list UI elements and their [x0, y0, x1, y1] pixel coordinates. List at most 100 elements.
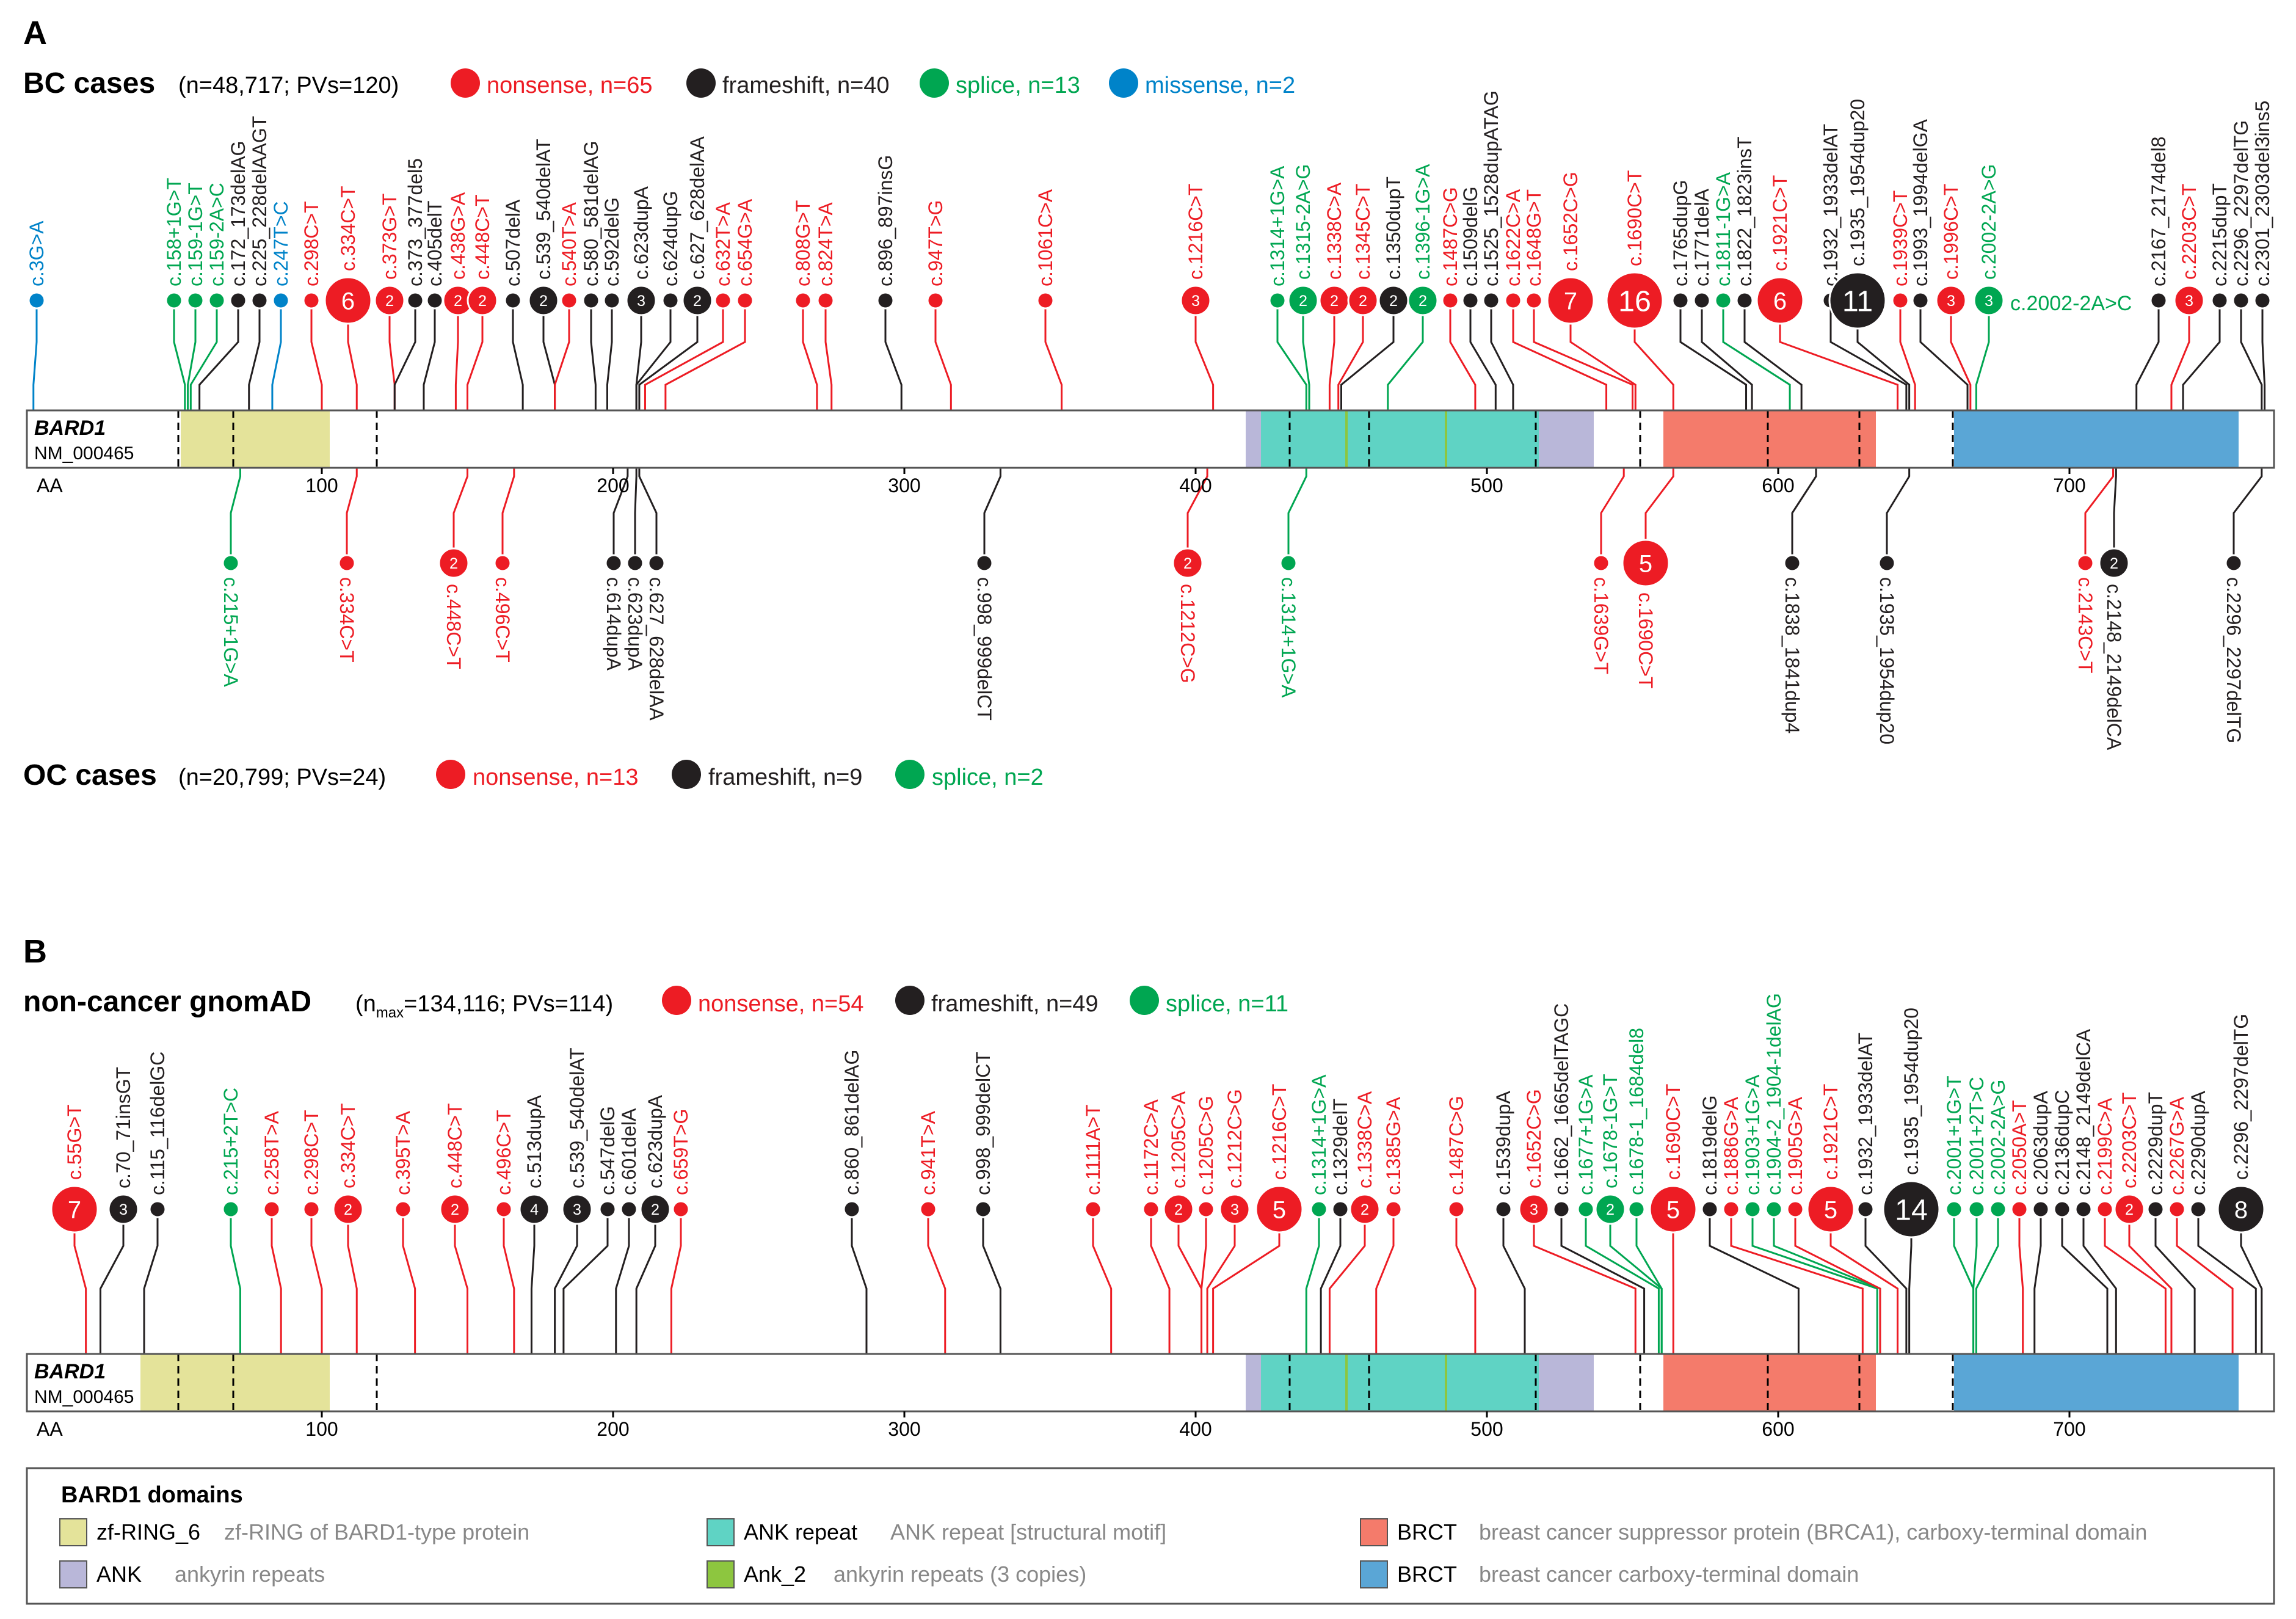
- variant-marker[interactable]: 2 c.1350dupT: [1378, 176, 1409, 316]
- variant-marker[interactable]: c.1886G>A: [1720, 1096, 1742, 1218]
- variant-marker[interactable]: 2 c.1205C>A: [1163, 1091, 1194, 1225]
- variant-marker[interactable]: 2 c.627_628delAA: [681, 136, 713, 316]
- variant-marker[interactable]: c.1487C>G: [1445, 1096, 1467, 1218]
- variant-marker[interactable]: c.395T>A: [392, 1110, 414, 1218]
- variant-marker[interactable]: c.2199C>A: [2094, 1097, 2116, 1218]
- variant-marker[interactable]: 2 c.334C>T: [332, 1103, 364, 1225]
- variant-marker[interactable]: 6 c.1921C>T: [1756, 175, 1804, 325]
- variant-marker[interactable]: c.158+1G>T: [163, 178, 185, 310]
- variant-marker[interactable]: c.496C>T: [492, 554, 514, 663]
- variant-marker[interactable]: 2 c.2203C>T: [2113, 1093, 2145, 1225]
- variant-marker[interactable]: c.632T>A: [712, 202, 734, 310]
- variant-marker[interactable]: c.1939C>T: [1889, 191, 1911, 310]
- variant-marker[interactable]: 2 c.1212C>G: [1172, 547, 1204, 683]
- variant-marker[interactable]: 7 c.1652C>G: [1546, 172, 1595, 325]
- variant-marker[interactable]: c.592delG: [601, 197, 623, 310]
- variant-marker[interactable]: c.1487C>G: [1439, 187, 1461, 310]
- variant-marker[interactable]: c.1932_1933delAT: [1855, 1033, 1876, 1218]
- variant-marker[interactable]: c.215+2T>C: [220, 1088, 242, 1218]
- variant-marker[interactable]: c.2050A>T: [2008, 1100, 2030, 1218]
- variant-marker[interactable]: c.1639G>T: [1590, 554, 1612, 674]
- variant-marker[interactable]: c.2215dupT: [2209, 183, 2231, 310]
- variant-marker[interactable]: 3 c.1652C>G: [1518, 1089, 1550, 1225]
- variant-marker[interactable]: 5 c.1690C>T: [1649, 1084, 1698, 1234]
- variant-marker[interactable]: c.659T>G: [670, 1109, 692, 1218]
- variant-marker[interactable]: c.1905G>A: [1784, 1096, 1806, 1218]
- variant-marker[interactable]: c.373_377del5: [404, 158, 426, 310]
- variant-marker[interactable]: 2 c.1315-2A>G: [1287, 164, 1319, 316]
- variant-marker[interactable]: c.496C>T: [493, 1110, 515, 1218]
- variant-marker[interactable]: 3 c.623dupA: [625, 186, 657, 316]
- variant-marker[interactable]: c.1314+1G>A: [1277, 554, 1299, 698]
- variant-marker[interactable]: c.1525_1528dupATAG: [1480, 90, 1502, 310]
- variant-marker[interactable]: 2 c.448C>T: [467, 194, 498, 316]
- variant-marker[interactable]: c.896_897insG: [874, 155, 896, 310]
- variant-marker[interactable]: c.405delT: [424, 200, 446, 310]
- variant-marker[interactable]: c.998_999delCT: [973, 554, 995, 721]
- variant-marker[interactable]: c.623dupA: [624, 554, 646, 671]
- variant-marker[interactable]: 16 c.1690C>T: [1605, 170, 1664, 330]
- variant-marker[interactable]: 2 c.373G>T: [374, 194, 405, 316]
- variant-marker[interactable]: c.258T>A: [261, 1110, 283, 1218]
- variant-marker[interactable]: 2 c.1345C>T: [1347, 184, 1379, 316]
- variant-marker[interactable]: c.1765dupG: [1669, 180, 1691, 310]
- variant-marker[interactable]: c.247T>C: [270, 201, 292, 310]
- variant-marker[interactable]: 2 c.623dupA: [639, 1094, 671, 1225]
- variant-marker[interactable]: c.1903+1G>A: [1742, 1074, 1764, 1218]
- variant-marker[interactable]: 2 c.448C>T: [438, 547, 470, 669]
- variant-marker[interactable]: c.627_628delAA: [645, 554, 667, 721]
- variant-marker[interactable]: c.2301_2303del3ins5: [2251, 101, 2273, 310]
- variant-marker[interactable]: c.540T>A: [558, 202, 580, 310]
- variant-marker[interactable]: c.1385G>A: [1382, 1096, 1404, 1218]
- variant-marker[interactable]: c.507delA: [502, 199, 524, 310]
- variant-marker[interactable]: c.601delA: [618, 1108, 640, 1218]
- variant-marker[interactable]: c.1061C>A: [1034, 189, 1056, 310]
- variant-marker[interactable]: 2 c.1338C>A: [1318, 182, 1350, 316]
- variant-marker[interactable]: 2 c.448C>T: [439, 1103, 471, 1225]
- variant-marker[interactable]: c.3G>A: [26, 220, 48, 310]
- variant-marker[interactable]: c.941T>A: [917, 1110, 939, 1218]
- variant-marker[interactable]: 3 c.2203C>T: [2173, 184, 2205, 316]
- variant-marker[interactable]: c.1662_1665delTAGC: [1550, 1003, 1572, 1218]
- variant-marker[interactable]: c.1205C>G: [1195, 1096, 1217, 1218]
- variant-marker[interactable]: c.947T>G: [925, 200, 946, 310]
- variant-marker[interactable]: c.580_581delAG: [580, 141, 602, 310]
- variant-marker[interactable]: c.2001+1G>T: [1943, 1075, 1965, 1218]
- variant-marker[interactable]: c.1771delA: [1691, 188, 1713, 310]
- variant-marker[interactable]: c.2148_2149delCA: [2073, 1028, 2094, 1218]
- variant-marker[interactable]: 7 c.55G>T: [50, 1104, 99, 1234]
- variant-marker[interactable]: 4 c.513dupA: [518, 1094, 550, 1225]
- variant-marker[interactable]: c.2296_2297delTG: [2230, 120, 2252, 310]
- variant-marker[interactable]: c.1677+1G>A: [1575, 1074, 1597, 1218]
- variant-marker[interactable]: c.1539dupA: [1492, 1091, 1514, 1218]
- variant-marker[interactable]: 3 c.2002-2A>G: [1973, 164, 2005, 316]
- variant-marker[interactable]: 6 c.334C>T: [324, 186, 372, 325]
- variant-marker[interactable]: c.998_999delCT: [972, 1052, 994, 1218]
- variant-marker[interactable]: 2 c.2148_2149delCA: [2098, 547, 2130, 751]
- variant-marker[interactable]: c.215+1G>A: [220, 554, 242, 687]
- variant-marker[interactable]: c.2229dupT: [2145, 1092, 2167, 1218]
- variant-marker[interactable]: 3 c.539_540delAT: [561, 1047, 593, 1225]
- variant-marker[interactable]: c.654G>A: [734, 198, 756, 310]
- variant-marker[interactable]: c.1314+1G>A: [1308, 1074, 1330, 1218]
- variant-marker[interactable]: c.1622C>A: [1502, 189, 1524, 310]
- variant-marker[interactable]: 5 c.1216C>T: [1255, 1084, 1304, 1234]
- variant-marker[interactable]: c.2267G>A: [2166, 1096, 2188, 1218]
- variant-marker[interactable]: 5 c.1921C>T: [1806, 1084, 1855, 1234]
- variant-marker[interactable]: 2 c.438G>A: [442, 192, 474, 316]
- variant-marker[interactable]: 3 c.1216C>T: [1180, 184, 1212, 316]
- variant-marker[interactable]: c.824T>A: [815, 202, 837, 310]
- variant-marker[interactable]: c.159-2A>C: [206, 183, 228, 310]
- variant-marker[interactable]: c.172_173delAG: [227, 141, 249, 310]
- variant-marker[interactable]: c.2143C>T: [2074, 554, 2096, 673]
- variant-marker[interactable]: c.1993_1994delGA: [1909, 118, 1931, 310]
- variant-marker[interactable]: c.860_861delAG: [841, 1050, 863, 1218]
- variant-marker[interactable]: c.1172C>A: [1140, 1099, 1162, 1218]
- variant-marker[interactable]: c.624dupG: [659, 191, 681, 310]
- variant-marker[interactable]: c.115_116delGC: [147, 1052, 169, 1218]
- variant-marker[interactable]: 3 c.1996C>T: [1935, 184, 1967, 316]
- variant-marker[interactable]: c.2001+2T>C: [1966, 1077, 1988, 1218]
- variant-marker[interactable]: c.1678-1_1684del8: [1626, 1028, 1648, 1218]
- variant-marker[interactable]: c.614dupA: [603, 554, 625, 671]
- variant-marker[interactable]: 8 c.2296_2297delTG: [2217, 1014, 2265, 1234]
